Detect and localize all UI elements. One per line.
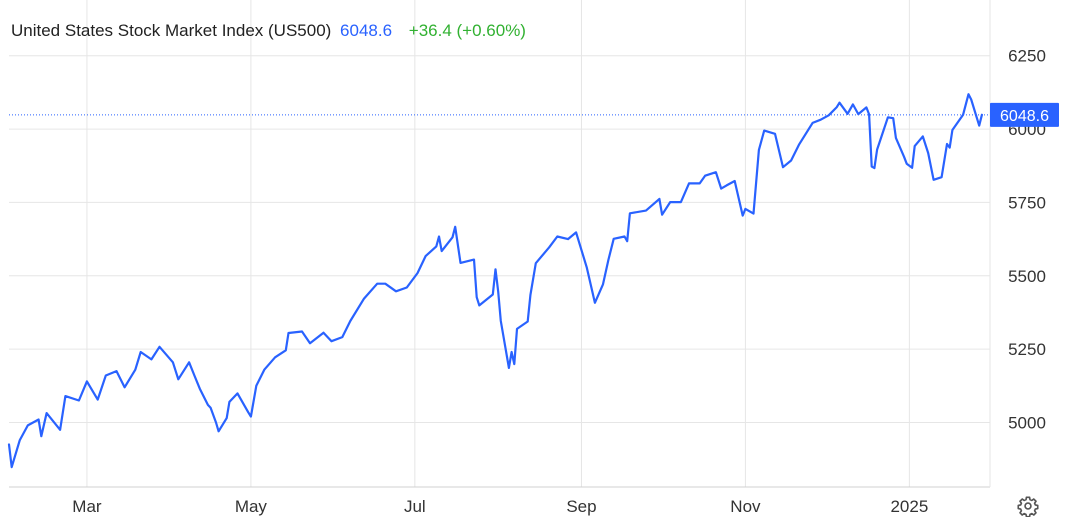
y-tick-label: 5000 [1008, 413, 1046, 432]
last-value-label: 6048.6 [1000, 108, 1049, 125]
x-tick-label: Jul [404, 497, 426, 516]
last-price: 6048.6 [340, 21, 393, 40]
last-value-badge: 6048.6 [990, 102, 1059, 127]
y-tick-label: 5500 [1008, 267, 1046, 286]
series-line [7, 93, 983, 469]
price-change: +36.4 (+0.60%) [408, 21, 526, 40]
x-tick-label: Sep [566, 497, 596, 516]
y-tick-label: 6250 [1008, 47, 1046, 66]
gear-icon[interactable] [1017, 495, 1039, 518]
y-tick-label: 5250 [1008, 340, 1046, 359]
x-tick-label: Nov [730, 497, 761, 516]
y-tick-label: 5750 [1008, 193, 1046, 212]
x-tick-label: Mar [72, 497, 102, 516]
x-tick-label: May [235, 497, 268, 516]
chart-title: United States Stock Market Index (US500) [11, 21, 332, 40]
x-tick-label: 2025 [890, 497, 928, 516]
chart-header: United States Stock Market Index (US500)… [11, 20, 526, 42]
